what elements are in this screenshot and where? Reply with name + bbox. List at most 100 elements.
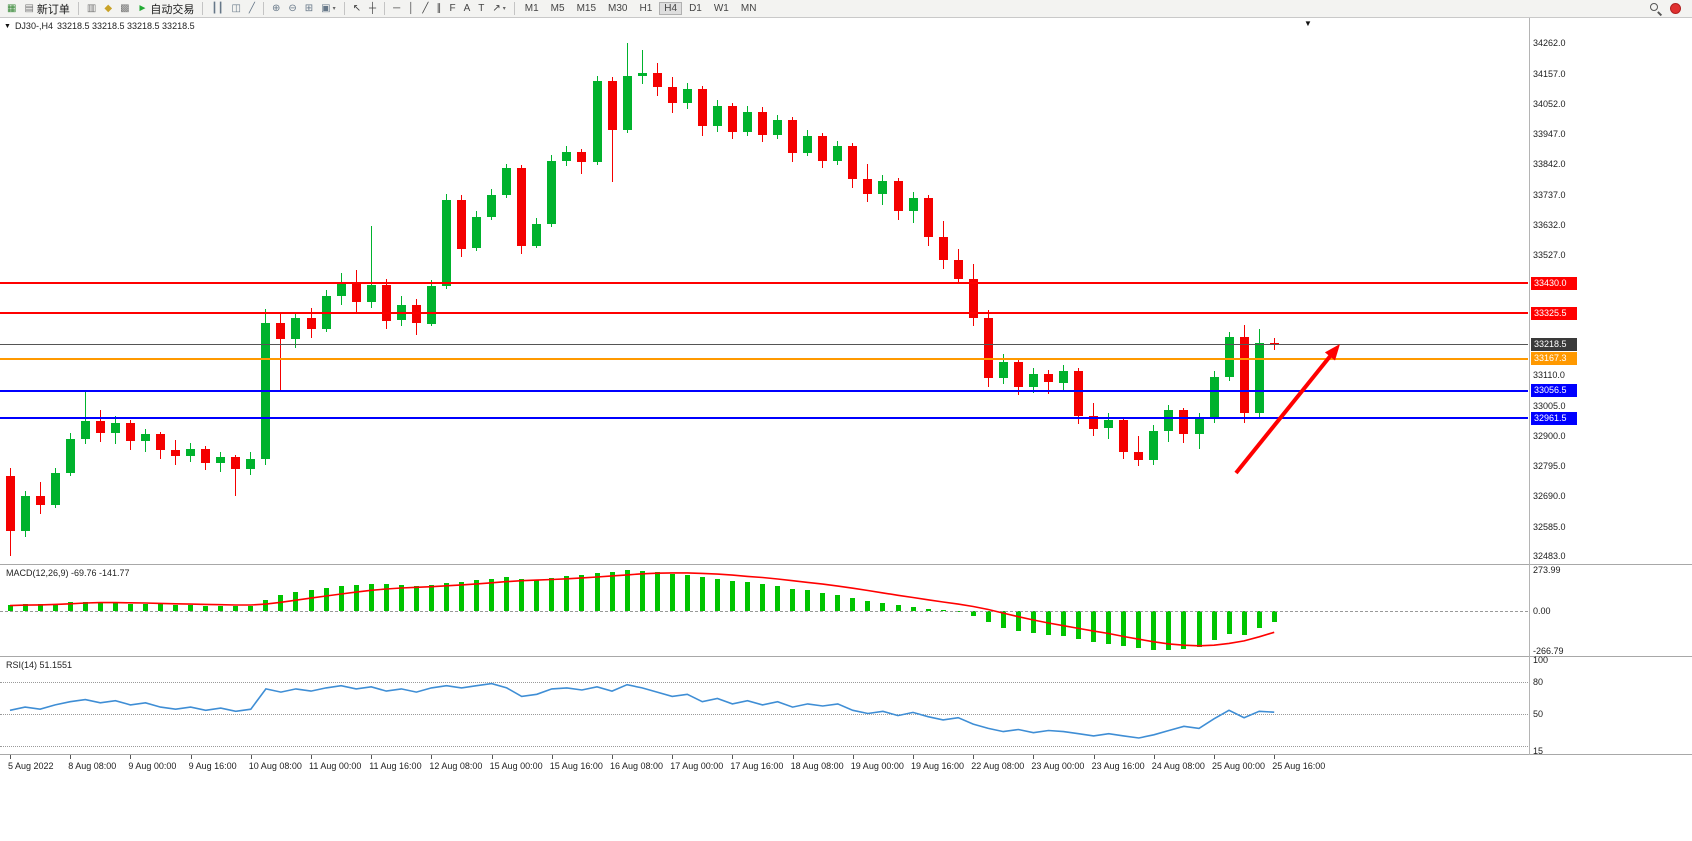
time-tick bbox=[1153, 755, 1155, 759]
time-tick bbox=[612, 755, 613, 759]
symbol-timeframe-label: DJ30-,H4 bbox=[14, 21, 53, 31]
chart-plot-area[interactable] bbox=[0, 18, 1528, 564]
chart-shift-marker-icon[interactable]: ▼ bbox=[1304, 19, 1312, 28]
cursor-button[interactable]: ↖ bbox=[350, 1, 364, 17]
zoom-in-icon: ⊕ bbox=[271, 2, 281, 14]
toolbar-right-group bbox=[1646, 1, 1685, 17]
timeframe-h1-button[interactable]: H1 bbox=[639, 3, 653, 14]
timeframe-d1-button[interactable]: D1 bbox=[689, 3, 702, 14]
time-tick-label: 9 Aug 16:00 bbox=[188, 761, 237, 771]
trendline-tool-button[interactable]: ╱ bbox=[419, 1, 431, 17]
text-tool-button[interactable]: A bbox=[461, 1, 474, 17]
timeframe-m15-button[interactable]: M15 bbox=[576, 3, 597, 14]
vertical-line-tool-icon: │ bbox=[408, 2, 415, 14]
candlestick-mode-button[interactable]: ◫ bbox=[228, 1, 243, 17]
candlestick-mode-icon: ◫ bbox=[231, 2, 241, 14]
new-order-label: 新订单 bbox=[36, 3, 70, 16]
toolbar-separator bbox=[262, 2, 264, 15]
fibonacci-tool-button[interactable]: F bbox=[446, 1, 458, 17]
channel-tool-button[interactable]: ∥ bbox=[433, 1, 444, 17]
rsi-panel[interactable] bbox=[0, 658, 1528, 754]
vertical-line-tool-button[interactable]: │ bbox=[405, 1, 417, 17]
bar-chart-mode-icon: ┃┃ bbox=[211, 2, 224, 14]
timeframe-mn-button[interactable]: MN bbox=[740, 3, 757, 14]
timeframe-m5-button[interactable]: M5 bbox=[550, 3, 565, 14]
new-chart-button[interactable]: ▦ bbox=[4, 1, 19, 17]
price-tick-label: 33632.0 bbox=[1533, 219, 1566, 230]
line-chart-mode-button[interactable]: ╱ bbox=[246, 1, 258, 17]
time-axis-separator bbox=[0, 754, 1692, 755]
arrows-tool-dropdown-icon[interactable]: ▾ bbox=[502, 6, 506, 12]
time-tick bbox=[371, 755, 373, 759]
time-tick bbox=[431, 755, 433, 759]
symbol-overlay: ▼ DJ30-,H4 33218.5 33218.5 33218.5 33218… bbox=[4, 21, 195, 31]
zoom-in-button[interactable]: ⊕ bbox=[269, 1, 283, 17]
price-tick-label: 32690.0 bbox=[1533, 491, 1566, 502]
time-tick bbox=[732, 755, 734, 759]
arrows-tool-icon: ↗ bbox=[492, 2, 501, 14]
time-tick bbox=[1033, 755, 1035, 759]
market-watch-button[interactable]: ▥ bbox=[84, 1, 99, 17]
time-tick-label: 5 Aug 2022 bbox=[8, 761, 54, 771]
indicators-list-dropdown-icon[interactable]: ▾ bbox=[332, 6, 336, 12]
chevron-down-icon[interactable]: ▼ bbox=[4, 22, 11, 30]
rsi-tick-label: 80 bbox=[1533, 676, 1544, 687]
timeframe-w1-button[interactable]: W1 bbox=[713, 3, 729, 14]
time-tick-label: 9 Aug 00:00 bbox=[128, 761, 177, 771]
autotrading-icon: ► bbox=[137, 2, 148, 14]
label-tool-button[interactable]: T bbox=[475, 1, 487, 17]
time-tick bbox=[852, 755, 854, 759]
time-tick bbox=[311, 755, 312, 759]
timeframe-h4-button[interactable]: H4 bbox=[659, 2, 683, 15]
crosshair-button[interactable]: ┼ bbox=[366, 1, 379, 17]
channel-tool-icon: ∥ bbox=[436, 2, 442, 14]
search-button[interactable] bbox=[1647, 1, 1665, 17]
label-tool-icon: T bbox=[478, 2, 485, 14]
time-tick-label: 24 Aug 08:00 bbox=[1151, 761, 1205, 771]
zoom-out-button[interactable]: ⊖ bbox=[285, 1, 299, 17]
timeframe-m1-button[interactable]: M1 bbox=[524, 3, 539, 14]
timeframe-m30-button[interactable]: M30 bbox=[608, 3, 628, 14]
price-tick-label: 32900.0 bbox=[1533, 430, 1566, 441]
toolbar-separator bbox=[343, 2, 345, 15]
price-tick-label: 34262.0 bbox=[1533, 38, 1566, 49]
price-tick-label: 32585.0 bbox=[1533, 521, 1566, 532]
navigator-button[interactable]: ◆ bbox=[101, 1, 115, 17]
price-tick-label: 33005.0 bbox=[1533, 400, 1566, 411]
search-icon bbox=[1650, 2, 1662, 15]
time-tick bbox=[551, 755, 553, 759]
indicators-list-button[interactable]: ▣ ▾ bbox=[318, 1, 338, 17]
time-tick-label: 10 Aug 08:00 bbox=[248, 761, 302, 771]
price-scale[interactable]: 34262.0 34157.0 34052.0 33947.0 33842.0 33737… bbox=[1530, 18, 1690, 756]
main-toolbar: ▦ ▤ 新订单 ▥ ◆ ▩ ► 自动交易 ┃┃ ◫ ╱ ⊕ ⊖ ⊞ ▣ ▾ ↖ ┼ ─ │ ╱ ∥ F A T ↗ ▾ M1 M5 M1… bbox=[0, 0, 1692, 18]
tile-windows-button[interactable]: ⊞ bbox=[302, 1, 316, 17]
arrows-tool-button[interactable]: ↗ ▾ bbox=[489, 1, 508, 17]
panel-separator[interactable] bbox=[0, 656, 1692, 657]
terminal-button[interactable]: ▩ bbox=[117, 1, 132, 17]
price-tick-label: 32795.0 bbox=[1533, 461, 1566, 471]
panel-separator[interactable] bbox=[0, 564, 1692, 565]
price-badge-33218.5: 33218.5 bbox=[1531, 337, 1577, 351]
price-axis-border bbox=[1529, 18, 1530, 755]
price-badge-32961.5: 32961.5 bbox=[1531, 411, 1577, 425]
autotrading-button[interactable]: ► 自动交易 bbox=[135, 1, 198, 17]
time-tick-label: 12 Aug 08:00 bbox=[429, 761, 483, 771]
time-tick bbox=[792, 755, 794, 759]
time-scale[interactable]: 5 Aug 2022 8 Aug 08:00 9 Aug 00:00 9 Aug 16… bbox=[0, 755, 1528, 775]
time-tick-label: 15 Aug 00:00 bbox=[489, 761, 543, 771]
toolbar-separator bbox=[384, 2, 386, 15]
price-tick-label: 34052.0 bbox=[1533, 98, 1566, 109]
horizontal-line-tool-button[interactable]: ─ bbox=[390, 1, 403, 17]
line-chart-mode-icon: ╱ bbox=[248, 2, 255, 14]
time-tick bbox=[70, 755, 72, 759]
time-tick bbox=[10, 755, 11, 759]
macd-panel[interactable] bbox=[0, 566, 1528, 656]
bar-chart-mode-button[interactable]: ┃┃ bbox=[208, 1, 226, 17]
price-tick-label: 33947.0 bbox=[1533, 129, 1566, 140]
rsi-tick-label: 50 bbox=[1533, 708, 1544, 719]
new-order-button[interactable]: ▤ 新订单 bbox=[21, 1, 72, 17]
alerts-button[interactable] bbox=[1667, 1, 1684, 17]
price-badge-33325.5: 33325.5 bbox=[1531, 306, 1577, 320]
time-tick bbox=[973, 755, 975, 759]
time-tick-label: 11 Aug 00:00 bbox=[309, 761, 362, 771]
